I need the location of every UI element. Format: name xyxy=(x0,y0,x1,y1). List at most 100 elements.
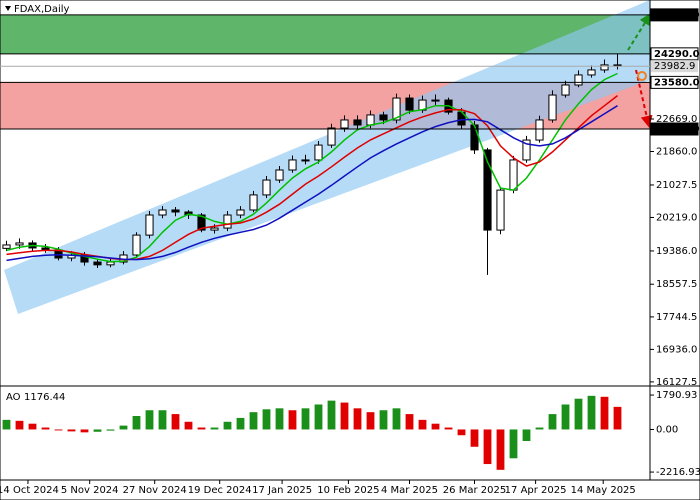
ao-bar xyxy=(197,427,206,430)
chart-title: FDAX,Daily xyxy=(14,4,70,15)
candle-body xyxy=(392,97,401,121)
ao-last-value: 1176.44 xyxy=(24,392,65,403)
ao-bar xyxy=(574,398,583,430)
ao-bar xyxy=(418,419,427,430)
candle-body xyxy=(197,214,206,231)
y-tick-label: 16127.5 xyxy=(656,377,697,388)
ao-bar xyxy=(223,421,232,430)
ao-bar xyxy=(483,429,492,465)
x-tick-label: 27 Nov 2024 xyxy=(123,485,187,496)
ao-bar xyxy=(210,427,219,430)
candle-body xyxy=(574,74,583,86)
candle-body xyxy=(132,234,141,256)
ao-bar xyxy=(314,404,323,430)
y-tick-label: 20219.0 xyxy=(656,212,697,223)
last-price-box xyxy=(651,60,698,73)
candle-body xyxy=(262,179,271,196)
candle-body xyxy=(288,159,297,171)
ao-bar xyxy=(600,396,609,430)
level-label: 25260.0 xyxy=(654,10,700,21)
level-label: 22420.0 xyxy=(654,124,700,135)
x-tick-label: 5 Nov 2024 xyxy=(61,485,119,496)
ao-bar xyxy=(353,408,362,430)
candle-body xyxy=(301,159,310,162)
candle-body xyxy=(2,244,11,249)
ao-bar xyxy=(275,408,284,430)
candle-body xyxy=(379,114,388,121)
candle-body xyxy=(535,119,544,141)
y-tick-label: 19386.0 xyxy=(656,246,697,257)
ao-bar xyxy=(457,429,466,436)
x-tick-label: 14 Oct 2024 xyxy=(0,485,59,496)
ao-bar xyxy=(587,395,596,430)
forecast-up-arrow xyxy=(627,12,652,51)
y-tick-label: 17744.5 xyxy=(656,312,697,323)
ao-bar xyxy=(54,429,63,431)
level-label: 24290.0 xyxy=(654,49,700,60)
ao-bar xyxy=(366,412,375,430)
ao-bar xyxy=(132,416,141,430)
candle-body xyxy=(145,214,154,236)
candle-body xyxy=(366,114,375,126)
ao-bar xyxy=(236,417,245,430)
ao-bar xyxy=(548,414,557,430)
y-tick-label: 16936.0 xyxy=(656,344,697,355)
candle-body xyxy=(340,119,349,129)
ao-bar xyxy=(522,429,531,441)
ao-bar xyxy=(145,410,154,430)
ao-bar xyxy=(171,414,180,430)
ao-bar xyxy=(28,423,37,430)
level-box xyxy=(650,75,699,89)
ao-bar xyxy=(119,425,128,430)
candle-body xyxy=(353,119,362,126)
candle-body xyxy=(158,209,167,216)
x-tick-label: 26 Mar 2025 xyxy=(443,485,506,496)
ao-bar xyxy=(392,408,401,430)
ao-bar xyxy=(379,410,388,430)
y-tick-label: 21860.0 xyxy=(656,147,697,158)
candle-body xyxy=(236,209,245,216)
candle-body xyxy=(327,127,336,146)
x-tick-label: 10 Feb 2025 xyxy=(317,485,379,496)
x-tick-label: 17 Jan 2025 xyxy=(252,485,312,496)
symbol-icon xyxy=(5,6,11,11)
moving-average xyxy=(6,105,618,262)
candle-body xyxy=(587,69,596,76)
y-tick-label: 1790.93 xyxy=(656,390,697,401)
x-tick-label: 17 Apr 2025 xyxy=(505,485,567,496)
candle-body xyxy=(522,139,531,161)
ao-bar xyxy=(431,423,440,430)
ao-bar xyxy=(509,429,518,459)
ao-bar xyxy=(15,420,24,430)
candle-body xyxy=(249,194,258,211)
ao-bar xyxy=(67,429,76,432)
ao-bar xyxy=(184,421,193,430)
candle-body xyxy=(561,84,570,96)
ao-bar xyxy=(405,414,414,430)
y-tick-label: 22669.0 xyxy=(656,114,697,125)
y-tick-label: 18557.5 xyxy=(656,279,697,290)
candle-body xyxy=(548,94,557,121)
ao-bar xyxy=(535,427,544,430)
last-price-label: 23982.9 xyxy=(654,61,695,72)
y-tick-label: 21027.5 xyxy=(656,180,697,191)
ao-bar xyxy=(561,404,570,430)
x-tick-label: 4 Mar 2025 xyxy=(381,485,438,496)
candle-body xyxy=(275,169,284,181)
x-tick-label: 19 Dec 2024 xyxy=(188,485,252,496)
ao-bar xyxy=(444,427,453,430)
candle-body xyxy=(600,64,609,71)
ao-bar xyxy=(262,409,271,430)
y-tick-label: -2216.93 xyxy=(656,467,700,478)
moving-average xyxy=(6,72,618,263)
ao-bar xyxy=(106,429,115,431)
ao-bar xyxy=(41,427,50,430)
y-tick-label: 0.00 xyxy=(656,424,678,435)
ao-bar xyxy=(470,429,479,447)
candle-body xyxy=(314,144,323,161)
ao-bar xyxy=(301,408,310,430)
candle-body xyxy=(15,242,24,246)
candle-body xyxy=(106,261,115,266)
